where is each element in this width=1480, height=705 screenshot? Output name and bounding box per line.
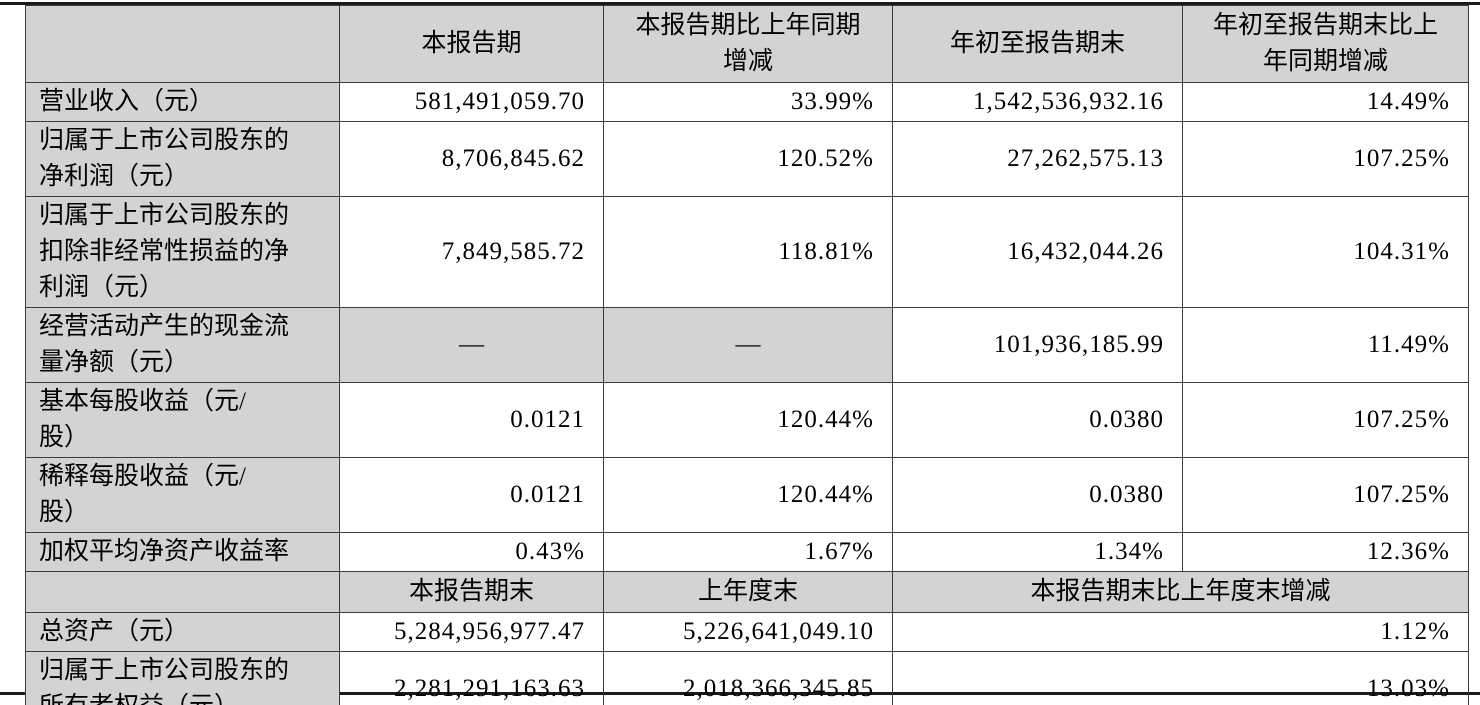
row-label: 加权平均净资产收益率 [25,532,340,572]
table-row-basic-eps: 基本每股收益（元/ 股） 0.0121 120.44% 0.0380 107.2… [25,382,1469,458]
table-row-revenue: 营业收入（元） 581,491,059.70 33.99% 1,542,536,… [25,82,1469,122]
table-row-total-assets: 总资产（元） 5,284,956,977.47 5,226,641,049.10… [25,612,1469,652]
value-cell: 120.52% [603,121,893,197]
value-cell: 107.25% [1182,457,1469,533]
value-cell: 5,284,956,977.47 [339,612,604,652]
value-cell: 118.81% [603,196,893,308]
value-cell: 33.99% [603,82,893,122]
second-header-prior-year-end: 上年度末 [603,571,893,613]
dash-cell: — [603,307,893,383]
value-cell: 12.36% [1182,532,1469,572]
row-label: 归属于上市公司股东的 扣除非经常性损益的净 利润（元） [25,196,340,308]
value-cell: 8,706,845.62 [339,121,604,197]
value-cell: 1.67% [603,532,893,572]
table-row-diluted-eps: 稀释每股收益（元/ 股） 0.0121 120.44% 0.0380 107.2… [25,457,1469,533]
row-label: 稀释每股收益（元/ 股） [25,457,340,533]
value-cell: 14.49% [1182,82,1469,122]
value-cell: 107.25% [1182,121,1469,197]
value-cell-merged: 13.03% [892,651,1469,705]
value-cell: 0.0121 [339,457,604,533]
header-ytd-yoy-change: 年初至报告期末比上 年同期增减 [1182,5,1469,83]
value-cell: 104.31% [1182,196,1469,308]
value-cell: 120.44% [603,457,893,533]
value-cell: 101,936,185.99 [892,307,1183,383]
header-empty-cell [25,5,340,83]
second-header-change-vs-prior-year-end: 本报告期末比上年度末增减 [892,571,1469,613]
value-cell: 581,491,059.70 [339,82,604,122]
row-label: 归属于上市公司股东的 净利润（元） [25,121,340,197]
value-cell: 1,542,536,932.16 [892,82,1183,122]
value-cell: 7,849,585.72 [339,196,604,308]
table-row-weighted-avg-roe: 加权平均净资产收益率 0.43% 1.67% 1.34% 12.36% [25,532,1469,572]
value-cell: 120.44% [603,382,893,458]
value-cell: 16,432,044.26 [892,196,1183,308]
value-cell-merged: 1.12% [892,612,1469,652]
value-cell: 107.25% [1182,382,1469,458]
second-header-period-end: 本报告期末 [339,571,604,613]
value-cell: 2,018,366,345.85 [603,651,893,705]
table-row-equity-attributable: 归属于上市公司股东的 所有者权益（元） 2,281,291,163.63 2,0… [25,651,1469,705]
table-row-net-profit: 归属于上市公司股东的 净利润（元） 8,706,845.62 120.52% 2… [25,121,1469,197]
row-label: 归属于上市公司股东的 所有者权益（元） [25,651,340,705]
table-row-net-profit-excl-nonrecurring: 归属于上市公司股东的 扣除非经常性损益的净 利润（元） 7,849,585.72… [25,196,1469,308]
row-label: 总资产（元） [25,612,340,652]
row-label: 基本每股收益（元/ 股） [25,382,340,458]
value-cell: 27,262,575.13 [892,121,1183,197]
top-rule [0,2,1480,5]
second-header-row: 本报告期末 上年度末 本报告期末比上年度末增减 [25,571,1469,613]
dash-cell: — [339,307,604,383]
value-cell: 0.0380 [892,382,1183,458]
header-row: 本报告期 本报告期比上年同期 增减 年初至报告期末 年初至报告期末比上 年同期增… [25,5,1469,83]
table-row-operating-cash-flow: 经营活动产生的现金流 量净额（元） — — 101,936,185.99 11.… [25,307,1469,383]
value-cell: 5,226,641,049.10 [603,612,893,652]
header-current-period: 本报告期 [339,5,604,83]
header-ytd: 年初至报告期末 [892,5,1183,83]
value-cell: 2,281,291,163.63 [339,651,604,705]
header-current-period-yoy-change: 本报告期比上年同期 增减 [603,5,893,83]
value-cell: 1.34% [892,532,1183,572]
row-label: 经营活动产生的现金流 量净额（元） [25,307,340,383]
value-cell: 0.0121 [339,382,604,458]
second-header-empty-cell [25,571,340,613]
financial-summary-table: 本报告期 本报告期比上年同期 增减 年初至报告期末 年初至报告期末比上 年同期增… [25,5,1469,705]
row-label: 营业收入（元） [25,82,340,122]
value-cell: 0.43% [339,532,604,572]
value-cell: 11.49% [1182,307,1469,383]
value-cell: 0.0380 [892,457,1183,533]
